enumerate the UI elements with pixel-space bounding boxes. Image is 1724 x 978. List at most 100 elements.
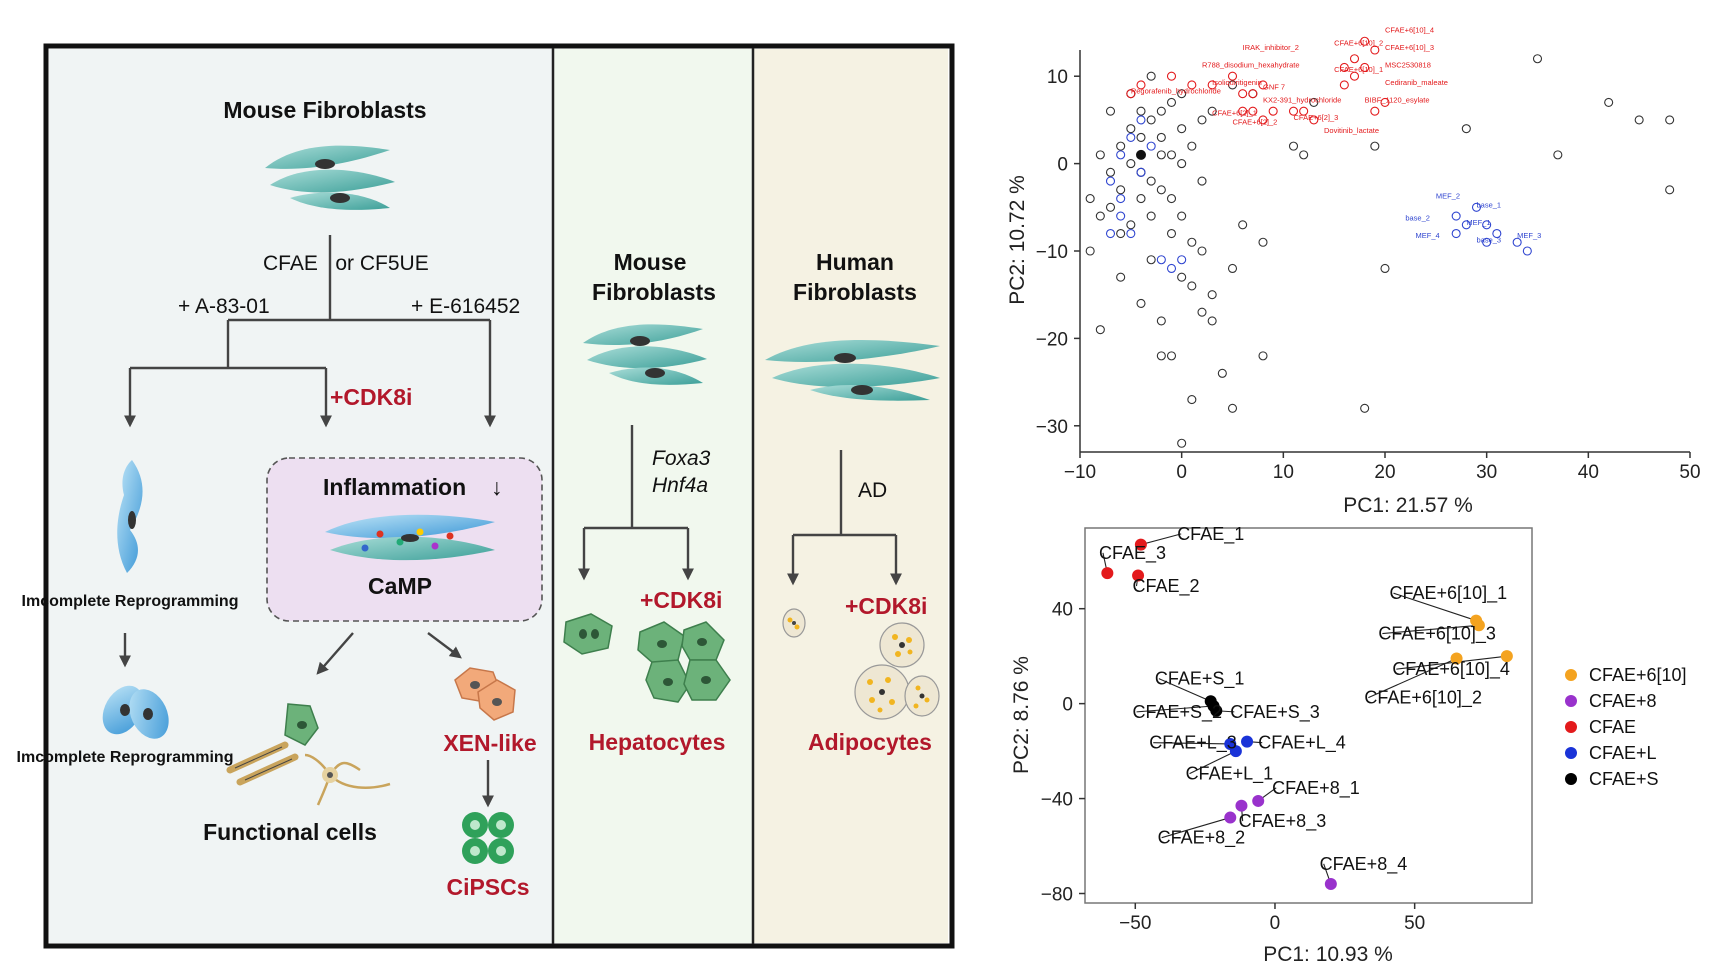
fibroblast-cell-icon xyxy=(265,145,395,210)
chart1-point-other xyxy=(1105,106,1116,116)
chart2-frame xyxy=(1084,527,1533,904)
chart1-point-other xyxy=(1288,141,1299,151)
chart2-point-label: CFAE+6[10]_1 xyxy=(1390,583,1508,604)
chart1-point-cdk8i xyxy=(1227,71,1238,81)
chart1-point-mef xyxy=(1166,263,1177,274)
chart2-point xyxy=(1472,619,1485,632)
cipsc-label: CiPSCs xyxy=(446,874,529,900)
chart1-point-cdk8i xyxy=(1339,62,1349,73)
chart1-point-mef xyxy=(1451,228,1461,239)
chart2-point-label: CFAE+L_3 xyxy=(1149,733,1237,754)
preadipocyte-icon xyxy=(782,608,806,638)
chart1-point-mef xyxy=(1105,176,1116,186)
chart1-point-other xyxy=(1156,185,1166,195)
chart1-point-mef xyxy=(1126,132,1136,142)
cdk8i-label-a: +CDK8i xyxy=(330,384,412,410)
schematic: Mouse Fibroblasts CFAE or CF5UE + A-83-0… xyxy=(17,43,955,949)
chart2-label-leader xyxy=(1382,624,1479,635)
chart1-y-tick-label: −30 xyxy=(1036,417,1068,438)
chart1-point-other xyxy=(1553,150,1563,160)
chart1-sample-label: base_3 xyxy=(1477,235,1502,244)
chart1-x-tick-label: 10 xyxy=(1273,462,1294,483)
chart1-point-mef xyxy=(1136,167,1146,177)
chart1-point-other xyxy=(1136,298,1146,308)
chart1-point-mef xyxy=(1482,237,1492,247)
chart1-point-other xyxy=(1136,106,1146,116)
chart2-legend-label: CFAE+L xyxy=(1589,743,1657,763)
chart2-legend: CFAE+6[10] CFAE+8 CFAE CFAE+L CFAE+S xyxy=(1565,665,1687,789)
chart1-point-other xyxy=(1156,316,1166,326)
incomplete-label-1: Imcomplete Reprogramming xyxy=(22,593,239,610)
chart2-y-tick-label: −40 xyxy=(1041,790,1073,811)
chart2-label-leader xyxy=(1140,533,1182,546)
cdk8i-label-b: +CDK8i xyxy=(640,587,722,613)
chart2-point-label: CFAE+S_2 xyxy=(1132,702,1222,723)
chart1-point-other xyxy=(1197,307,1207,317)
chart1-point-other xyxy=(1166,194,1177,204)
chart1-y-tick-label: −20 xyxy=(1036,329,1068,350)
chart1-point-other xyxy=(1146,115,1156,125)
hnf4a-label: Hnf4a xyxy=(652,474,708,497)
chart1-point-cdk8i xyxy=(1187,80,1197,90)
chart2-point xyxy=(1229,745,1242,758)
chart1-point-cdk8i xyxy=(1238,106,1248,116)
hepatocyte-icon xyxy=(563,613,613,655)
chart1-point-other xyxy=(1085,246,1095,256)
chart2-legend-label: CFAE+6[10] xyxy=(1589,665,1687,685)
chart1-point-mef xyxy=(1512,237,1522,247)
chart1-point-mef xyxy=(1146,141,1156,151)
panel-b-background xyxy=(554,49,752,943)
chart2-label-leader xyxy=(1136,705,1214,713)
pca-chart-compounds: −10 0 10 20 30 40 50 10 0 −10 −20 −30 IRAK_inhibito… xyxy=(1006,26,1701,517)
chart1-compound-label: KX2-391_hydrochloride xyxy=(1263,95,1341,104)
chart1-point-cdk8i xyxy=(1349,71,1360,81)
chart2-x-tick-label: 0 xyxy=(1270,913,1281,934)
chart1-point-other xyxy=(1217,368,1227,378)
chart1-point-cdk8i xyxy=(1339,80,1349,90)
chart1-compound-label: MSC2530818 xyxy=(1385,60,1431,69)
functional-cells-icon xyxy=(226,703,391,806)
chart1-point-other xyxy=(1461,124,1471,134)
chart2-legend-swatch xyxy=(1565,695,1577,707)
functional-cells-label: Functional cells xyxy=(203,819,377,845)
chart2-label-leader xyxy=(1368,658,1457,699)
inflammation-down-arrow: ↓ xyxy=(491,474,503,500)
chart1-point-other xyxy=(1105,202,1116,212)
chart1-point-other xyxy=(1126,124,1136,134)
chart1-compound-label: CFAE+6[10]_4 xyxy=(1385,26,1434,35)
chart1-compound-label: CFAE+6[10]_2 xyxy=(1334,39,1383,48)
chart1-point-other xyxy=(1227,80,1238,90)
chart1-y-axis-label: PC2: 10.72 % xyxy=(1006,175,1029,305)
chart2-legend-label: CFAE+8 xyxy=(1589,691,1657,711)
chart1-point-other xyxy=(1177,272,1187,282)
chart2-label-leader xyxy=(1189,750,1237,775)
chart1-point-cdk8i xyxy=(1370,45,1380,55)
chart1-point-cdk8i xyxy=(1299,106,1309,116)
chart1-point-cdk8i xyxy=(1126,89,1136,99)
chart1-x-tick-label: 30 xyxy=(1476,462,1497,483)
chart1-point-other xyxy=(1197,246,1207,256)
chart1-point-other xyxy=(1136,194,1146,204)
adipocytes-label: Adipocytes xyxy=(808,729,932,755)
panel-a: Mouse Fibroblasts CFAE or CF5UE + A-83-0… xyxy=(17,97,543,900)
chart1-point-cdk8i xyxy=(1268,106,1278,116)
chart1-point-other xyxy=(1116,141,1126,151)
chart1-point-mef xyxy=(1177,255,1187,265)
chart2-x-tick-label: 50 xyxy=(1404,913,1425,934)
chart1-point-other xyxy=(1258,351,1268,361)
a8301-label: + A-83-01 xyxy=(178,295,270,318)
e616452-label: + E-616452 xyxy=(411,295,520,318)
chart1-compound-label: CFAE+6[10]_3 xyxy=(1385,43,1434,52)
chart1-point-cdk8i xyxy=(1370,106,1380,116)
chart1-point-other xyxy=(1177,89,1187,99)
chart1-point-other xyxy=(1634,115,1644,125)
chart1-point-cdk8i xyxy=(1309,115,1319,125)
chart1-point-other xyxy=(1197,115,1207,125)
chart1-point-other xyxy=(1156,150,1166,160)
chart1-point-other xyxy=(1177,124,1187,134)
chart1-point-other xyxy=(1177,211,1187,221)
chart1-point-other xyxy=(1227,403,1238,413)
chart1-point-other xyxy=(1116,185,1126,195)
mouse-fibroblast-icon xyxy=(583,324,707,385)
chart1-point-mef xyxy=(1451,211,1461,221)
